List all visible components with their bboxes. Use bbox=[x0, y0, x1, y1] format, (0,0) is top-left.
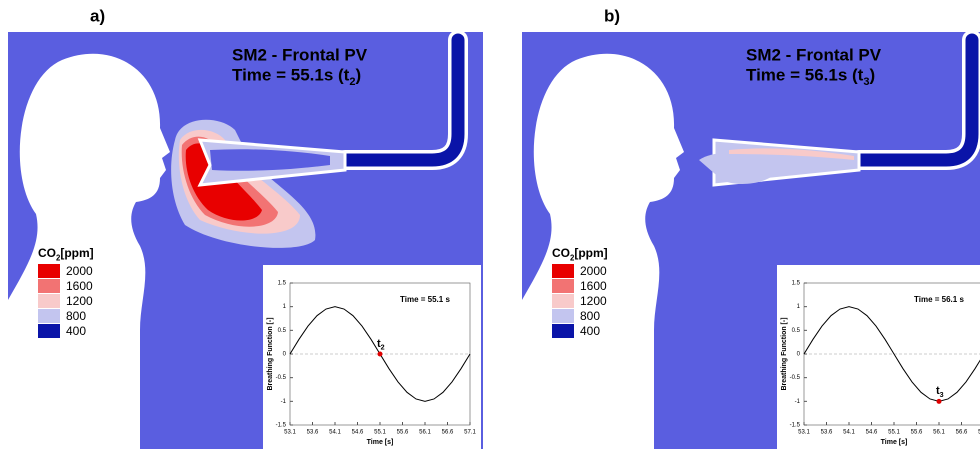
highlight-label: t bbox=[936, 385, 940, 397]
y-tick-label: 1.5 bbox=[792, 281, 801, 287]
legend-label: 1200 bbox=[66, 294, 93, 308]
annotation: Time = 56.1 s bbox=[914, 295, 964, 304]
x-tick-label: 56.1 bbox=[419, 430, 431, 436]
y-axis-label: Breathing Function [-] bbox=[267, 317, 274, 390]
x-tick-label: 56.6 bbox=[956, 430, 968, 436]
legend-label: 1600 bbox=[66, 279, 93, 293]
highlight-label: t bbox=[377, 338, 381, 350]
y-tick-label: -1 bbox=[795, 399, 801, 405]
x-tick-label: 56.1 bbox=[933, 430, 945, 436]
legend-swatch bbox=[552, 294, 574, 308]
triad-label: X bbox=[638, 437, 645, 448]
x-tick-label: 54.1 bbox=[843, 430, 855, 436]
highlight-label-sub: 2 bbox=[381, 344, 385, 352]
legend-swatch bbox=[38, 294, 60, 308]
legend-swatch bbox=[552, 324, 574, 338]
panel-time: Time = 55.1s (t bbox=[232, 65, 350, 84]
legend-label: 2000 bbox=[580, 264, 607, 278]
highlight-point bbox=[936, 398, 942, 404]
y-tick-label: 0 bbox=[797, 352, 801, 358]
y-tick-label: 0 bbox=[283, 352, 287, 358]
triad-label: X bbox=[124, 437, 131, 448]
inset-background bbox=[263, 265, 481, 449]
triad-label: Y bbox=[637, 370, 645, 384]
legend-title: CO bbox=[552, 246, 570, 260]
x-tick-label: 53.6 bbox=[821, 430, 833, 436]
legend-swatch bbox=[38, 279, 60, 293]
y-axis-label: Breathing Function [-] bbox=[781, 317, 788, 390]
highlight-label-sub: 3 bbox=[940, 391, 944, 399]
annotation: Time = 55.1 s bbox=[400, 295, 450, 304]
x-tick-label: 55.1 bbox=[374, 430, 386, 436]
x-tick-label: 53.1 bbox=[284, 430, 296, 436]
x-tick-label: 55.6 bbox=[397, 430, 409, 436]
x-tick-label: 57.1 bbox=[978, 430, 980, 436]
x-tick-label: 53.6 bbox=[307, 430, 319, 436]
legend-swatch bbox=[38, 309, 60, 323]
y-tick-label: -0.5 bbox=[276, 375, 287, 381]
legend-label: 1600 bbox=[580, 279, 607, 293]
legend-swatch bbox=[552, 279, 574, 293]
y-tick-label: 0.5 bbox=[792, 328, 801, 334]
x-axis-label: Time [s] bbox=[367, 439, 394, 446]
legend-label: 400 bbox=[66, 324, 86, 338]
y-tick-label: -1 bbox=[281, 399, 287, 405]
legend-swatch bbox=[552, 264, 574, 278]
y-tick-label: 1 bbox=[797, 304, 801, 310]
legend-label: 2000 bbox=[66, 264, 93, 278]
triad-box bbox=[115, 425, 129, 439]
inset-background bbox=[777, 265, 980, 449]
x-tick-label: 54.6 bbox=[866, 430, 878, 436]
highlight-point bbox=[377, 351, 383, 357]
legend-title-sub: 2 bbox=[56, 253, 61, 262]
legend-label: 1200 bbox=[580, 294, 607, 308]
line bbox=[803, 306, 980, 402]
x-tick-label: 54.1 bbox=[329, 430, 341, 436]
y-tick-label: -0.5 bbox=[790, 375, 801, 381]
triad-label: Z bbox=[576, 431, 583, 445]
y-tick-label: -1.5 bbox=[276, 423, 287, 429]
legend-swatch bbox=[38, 264, 60, 278]
x-tick-label: 57.1 bbox=[464, 430, 476, 436]
panel-time-suffix: ) bbox=[356, 65, 362, 84]
x-tick-label: 56.6 bbox=[442, 430, 454, 436]
legend-swatch bbox=[38, 324, 60, 338]
panel-time-sub: 3 bbox=[863, 76, 869, 88]
panel-title: SM2 - Frontal PV bbox=[746, 45, 882, 64]
legend-title-sub: 2 bbox=[570, 253, 575, 262]
x-axis-label: Time [s] bbox=[881, 439, 908, 446]
panel-time: Time = 56.1s (t bbox=[746, 65, 864, 84]
legend-title: CO bbox=[38, 246, 56, 260]
legend-swatch bbox=[552, 309, 574, 323]
panel-time-suffix: ) bbox=[870, 65, 876, 84]
legend-title-suffix: [ppm] bbox=[574, 246, 607, 260]
x-tick-label: 54.6 bbox=[352, 430, 364, 436]
panel-label: b) bbox=[604, 6, 620, 25]
legend-label: 800 bbox=[66, 309, 86, 323]
legend-title-suffix: [ppm] bbox=[60, 246, 93, 260]
triad-box bbox=[629, 425, 643, 439]
triad-label: Y bbox=[123, 370, 131, 384]
y-tick-label: 1 bbox=[283, 304, 287, 310]
x-tick-label: 53.1 bbox=[798, 430, 810, 436]
x-tick-label: 55.6 bbox=[911, 430, 923, 436]
panel-title: SM2 - Frontal PV bbox=[232, 45, 368, 64]
triad-label: Z bbox=[62, 431, 69, 445]
legend-label: 800 bbox=[580, 309, 600, 323]
panel-label: a) bbox=[90, 6, 105, 25]
panel-time-sub: 2 bbox=[349, 76, 355, 88]
x-tick-label: 55.1 bbox=[888, 430, 900, 436]
y-tick-label: -1.5 bbox=[790, 423, 801, 429]
y-tick-label: 1.5 bbox=[278, 281, 287, 287]
legend-label: 400 bbox=[580, 324, 600, 338]
y-tick-label: 0.5 bbox=[278, 328, 287, 334]
